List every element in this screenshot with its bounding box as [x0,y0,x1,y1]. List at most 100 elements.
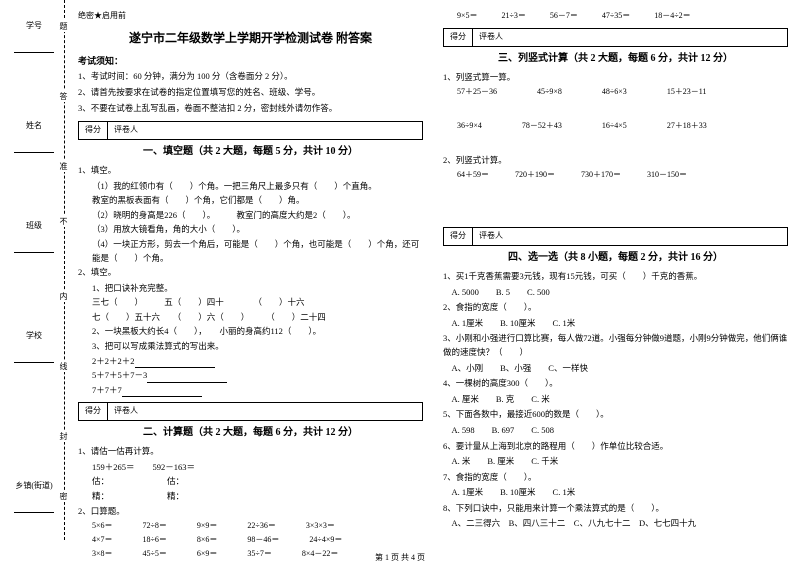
vert-row: 64＋59＝ 720＋190＝ 730＋170＝ 310－150＝ [457,169,788,182]
expr: 57＋25－36 [457,86,497,99]
s4-item: A. 1厘米 B. 10厘米 C. 1米 [443,317,788,331]
expr: 5＋7＋5＋7－3 [92,370,147,380]
field-label: 乡镇(街道) [14,480,54,491]
q1-1b: 教室的黑板表面有（ ）个角，它们都是（ ）角。 [92,194,423,208]
score-label: 得分 [444,228,473,245]
expr: 精： [92,490,109,504]
s4-item: A. 米 B. 厘米 C. 千米 [443,455,788,469]
section-4-title: 四、选一选（共 8 小题，每题 2 分，共计 16 分） [443,250,788,266]
seal-dash-line [64,0,65,540]
work-space [443,134,788,154]
s4-item: 5、下面各数中，最接近600的数是（ ）。 [443,408,788,422]
s4-item: 1、买1千克香蕉需要3元钱，现有15元钱，可买（ ）千克的香蕉。 [443,270,788,284]
q1: 1、填空。 [78,164,423,178]
section-1-title: 一、填空题（共 2 大题，每题 5 分，共计 10 分） [78,144,423,160]
expr: 5×6＝ [92,520,113,533]
est-row: 估： 估： [92,475,423,489]
s4-item: A、小刚 B、小强 C、一样快 [443,362,788,376]
work-space [443,183,788,203]
section-2-title: 二、计算题（共 2 大题，每题 6 分，共计 12 分） [78,425,423,441]
field-label: 姓名 [14,120,54,131]
score-label: 得分 [79,122,108,139]
dash-label: 题 [58,20,69,32]
s4-item: A. 598 B. 697 C. 508 [443,424,788,438]
blank [147,373,227,383]
est-row: 159＋265＝ 592－163＝ [92,461,423,475]
expr: 98－46＝ [247,534,279,547]
dash-label: 密 [58,490,69,502]
score-box: 得分 评卷人 [78,402,423,421]
q2: 2、填空。 [78,266,423,280]
field-class: 班级 [14,220,54,253]
notice-item: 1、考试时间：60 分钟，满分为 100 分（含卷面分 2 分）。 [78,70,423,84]
field-label: 学校 [14,330,54,341]
q2-2: 2、一块黑板大约长4（ ）， 小丽的身高约112（ ）。 [92,325,423,339]
s3-q2: 2、列竖式计算。 [443,154,788,168]
expr: 22÷36＝ [247,520,275,533]
expr: 45÷9×8 [537,86,562,99]
right-column: 9×5＝ 21÷3＝ 56－7＝ 47÷35＝ 18－4÷2＝ 得分 评卷人 三… [443,10,788,551]
field-line [14,233,54,253]
expr: 48÷6×3 [602,86,627,99]
dash-label: 封 [58,430,69,442]
q2-1a: 三七（ ） 五（ ）四十 （ ）十六 [92,296,423,310]
field-line [14,343,54,363]
score-box: 得分 评卷人 [443,28,788,47]
field-school: 学校 [14,330,54,363]
expr: 18－4÷2＝ [654,10,690,23]
score-box: 得分 评卷人 [443,227,788,246]
s4-item: 3、小刚和小强进行口算比赛，每人做72道。小强每分钟做9道题，小刚9分钟做完，他… [443,332,788,359]
exam-title: 遂宁市二年级数学上学期开学检测试卷 附答案 [78,29,423,48]
q2-1b: 七（ ）五十六 （ ）六（ ） （ ）二十四 [92,311,423,325]
s4-item: 2、食指的宽度（ ）。 [443,301,788,315]
grader-label: 评卷人 [473,29,509,46]
q2-3b: 5＋7＋5＋7－3 [92,369,423,383]
score-label: 得分 [79,403,108,420]
dash-label: 答 [58,90,69,102]
notice-item: 3、不要在试卷上乱写乱画，卷面不整洁扣 2 分，密封线外请勿作答。 [78,102,423,116]
notice-title: 考试须知： [78,54,423,68]
expr: 159＋265＝ [92,461,135,475]
expr: 2＋2＋2＋2 [92,356,135,366]
expr: 18÷6＝ [143,534,167,547]
field-label: 班级 [14,220,54,231]
s2-q2: 2、口算题。 [78,505,423,519]
score-box: 得分 评卷人 [78,121,423,140]
expr: 4×7＝ [92,534,113,547]
expr: 9×5＝ [457,10,478,23]
vert-row: 57＋25－36 45÷9×8 48÷6×3 15＋23－11 [457,86,788,99]
expr: 3×3×3＝ [306,520,335,533]
expr: 27＋18＋33 [667,120,707,133]
calc-row: 9×5＝ 21÷3＝ 56－7＝ 47÷35＝ 18－4÷2＝ [457,10,788,23]
dash-label: 不 [58,215,69,227]
calc-row: 5×6＝ 72÷8＝ 9×9＝ 22÷36＝ 3×3×3＝ [92,520,423,533]
est-row: 精： 精： [92,490,423,504]
expr: 56－7＝ [550,10,578,23]
field-line [14,133,54,153]
s4-item: 7、食指的宽度（ ）。 [443,471,788,485]
expr: 592－163＝ [153,461,196,475]
vert-row: 36÷9×4 78－52＋43 16÷4×5 27＋18＋33 [457,120,788,133]
expr: 64＋59＝ [457,169,489,182]
secret-label: 绝密★启用前 [78,10,423,23]
s4-item: A、二三得六 B、四八三十二 C、八九七十二 D、七七四十九 [443,517,788,531]
expr: 310－150＝ [647,169,687,182]
expr: 730＋170＝ [581,169,621,182]
expr: 24÷4×9＝ [309,534,342,547]
q2-3c: 7＋7＋7 [92,384,423,398]
expr: 精： [167,490,184,504]
field-id: 学号 [14,20,54,53]
dash-label: 准 [58,160,69,172]
s4-item: 8、下列口诀中，只能用来计算一个乘法算式的是（ ）。 [443,502,788,516]
work-space [443,100,788,120]
expr: 36÷9×4 [457,120,482,133]
s2-q1: 1、请估一估再计算。 [78,445,423,459]
expr: 15＋23－11 [667,86,707,99]
q2-3a: 2＋2＋2＋2 [92,355,423,369]
field-town: 乡镇(街道) [14,480,54,513]
grader-label: 评卷人 [473,228,509,245]
field-line [14,493,54,513]
blank [122,387,202,397]
s4-item: 6、要计量从上海到北京的路程用（ ）作单位比较合适。 [443,440,788,454]
score-label: 得分 [444,29,473,46]
